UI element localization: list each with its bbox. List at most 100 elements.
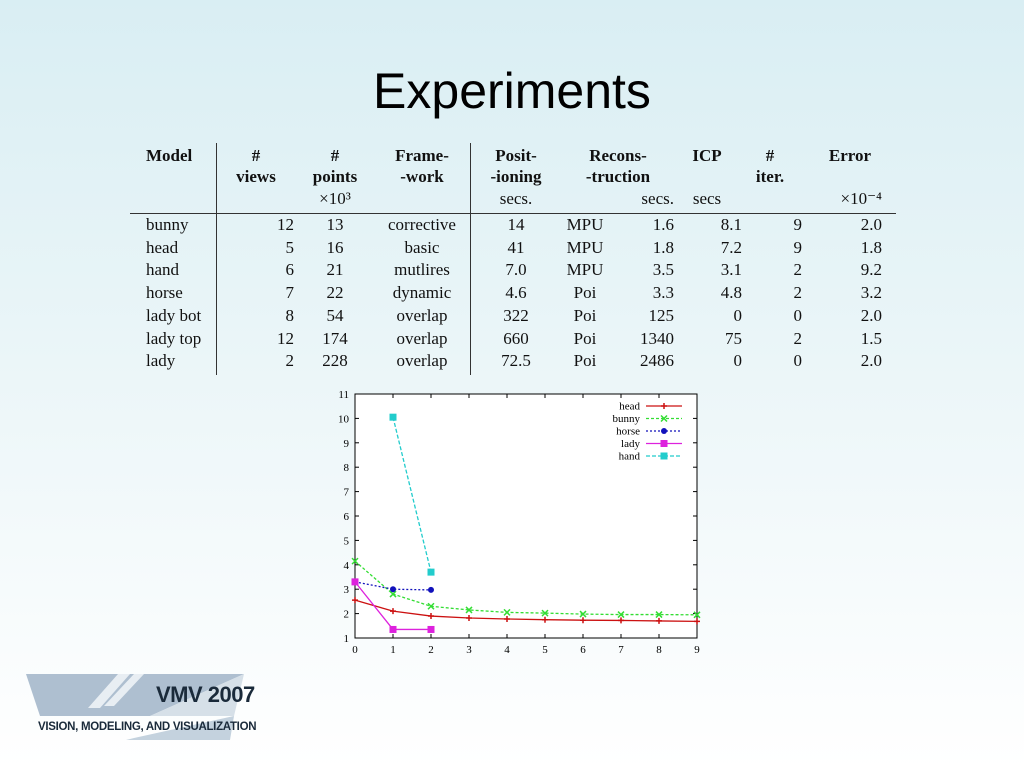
table-cell: 2	[285, 351, 295, 371]
table-cell: 6	[285, 260, 295, 280]
y-tick-label: 2	[344, 609, 350, 621]
table-cell: 2.0	[860, 215, 882, 234]
table-cell: 5	[285, 237, 295, 257]
table-cell: 7	[285, 283, 295, 303]
legend-marker-bunny	[660, 414, 668, 423]
table-cell: 322	[503, 305, 529, 325]
table-cell: MPU	[566, 215, 604, 234]
table-cell: 174	[322, 328, 348, 348]
table-cell: 41	[507, 237, 525, 257]
data-point-hand	[427, 568, 435, 576]
table-cell: 7.2	[720, 237, 742, 257]
table-cell: dynamic	[392, 283, 452, 303]
table-cell: 228	[322, 351, 348, 371]
table-cell: 1.8	[652, 237, 674, 257]
table-cell: 3.2	[860, 283, 882, 303]
table-cell: 2	[793, 260, 803, 280]
table-cell: 9.2	[860, 260, 882, 280]
data-point-lady	[389, 625, 397, 633]
table-cell: 3.3	[652, 283, 674, 303]
data-point-head	[580, 617, 586, 624]
results-table: Model # views # points ×10³ Frame- -work Posit- -…	[130, 143, 896, 377]
table-cell: 0	[733, 351, 743, 371]
data-point-hand	[389, 413, 397, 421]
y-tick-label: 9	[344, 438, 350, 450]
data-point-head	[390, 608, 396, 615]
table-cell: 75	[725, 328, 742, 348]
y-tick-label: 4	[344, 560, 350, 572]
table-cell: lady	[146, 351, 176, 371]
table-cell: 2	[793, 328, 803, 348]
table-cell: 0	[793, 351, 803, 371]
table-cell: 1.6	[652, 215, 674, 234]
table-cell: lady bot	[146, 305, 202, 325]
data-point-head	[352, 597, 358, 604]
table-cell: head	[146, 237, 179, 257]
table-cell: 1340	[640, 328, 674, 348]
series-line-head	[354, 599, 698, 623]
x-tick-label: 1	[390, 644, 396, 656]
header-reconstruction-unit: secs.	[641, 189, 674, 208]
table-cell: 9	[793, 215, 803, 234]
table-cell: Poi	[573, 328, 597, 348]
legend-marker-head	[661, 403, 667, 409]
table-cell: 3.5	[652, 260, 674, 280]
data-point-bunny	[541, 609, 549, 617]
header-reconstruction: -truction	[585, 167, 651, 186]
table-cell: lady top	[146, 328, 202, 348]
header-reconstruction: Recons-	[589, 146, 647, 165]
data-point-bunny	[465, 606, 473, 614]
data-point-bunny	[351, 557, 359, 565]
table-cell: bunny	[146, 215, 189, 234]
y-tick-label: 7	[344, 487, 350, 499]
header-icp: ICP	[692, 146, 722, 165]
y-tick-label: 8	[344, 462, 350, 474]
table-cell: 12	[277, 328, 294, 348]
table-cell: 4.6	[505, 283, 527, 303]
y-tick-label: 11	[338, 389, 349, 401]
x-tick-label: 3	[466, 644, 472, 656]
header-positioning-unit: secs.	[499, 189, 533, 208]
data-point-head	[656, 617, 662, 624]
legend-label-bunny: bunny	[613, 413, 641, 425]
x-tick-label: 2	[428, 644, 434, 656]
x-tick-label: 8	[656, 644, 662, 656]
header-points: points	[312, 167, 358, 186]
table-cell: overlap	[396, 328, 448, 348]
table-cell: 2	[793, 283, 803, 303]
x-tick-label: 5	[542, 644, 548, 656]
table-cell: 660	[503, 328, 529, 348]
table-cell: 22	[326, 283, 344, 303]
data-point-head	[466, 614, 472, 621]
logo-main-text: VMV 2007	[156, 682, 255, 707]
chart-svg: 0 1 2 3 4 5 6 7 8 91234567891011headbunnyhorselad…	[338, 389, 701, 656]
table-cell: 8.1	[720, 215, 742, 234]
data-point-horse	[428, 586, 434, 593]
table-cell: 12	[277, 215, 294, 234]
y-tick-label: 3	[344, 584, 350, 596]
legend-marker-horse	[661, 428, 667, 434]
header-error-unit: ×10⁻⁴	[840, 189, 883, 208]
table-cell: 54	[326, 305, 344, 325]
x-tick-label: 9	[694, 644, 700, 656]
table-cell: Poi	[573, 305, 597, 325]
table-column-rule	[216, 143, 217, 375]
table-cell: 16	[326, 237, 344, 257]
header-points: #	[330, 146, 340, 165]
data-point-bunny	[693, 611, 701, 619]
data-point-lady	[427, 625, 435, 633]
table-cell: MPU	[566, 260, 604, 280]
y-tick-label: 5	[344, 535, 350, 547]
legend-label-lady: lady	[621, 438, 640, 450]
table-cell: 0	[733, 305, 743, 325]
data-point-head	[428, 613, 434, 620]
y-tick-label: 10	[338, 413, 350, 425]
header-framework: -work	[400, 167, 444, 186]
header-positioning: -ioning	[490, 167, 542, 186]
table-cell: horse	[146, 283, 183, 303]
table-cell: 2.0	[860, 305, 882, 325]
logo-banner	[26, 674, 244, 740]
table-cell: MPU	[566, 237, 604, 257]
table-cell: 13	[326, 215, 344, 234]
table-header-rule	[130, 213, 896, 214]
